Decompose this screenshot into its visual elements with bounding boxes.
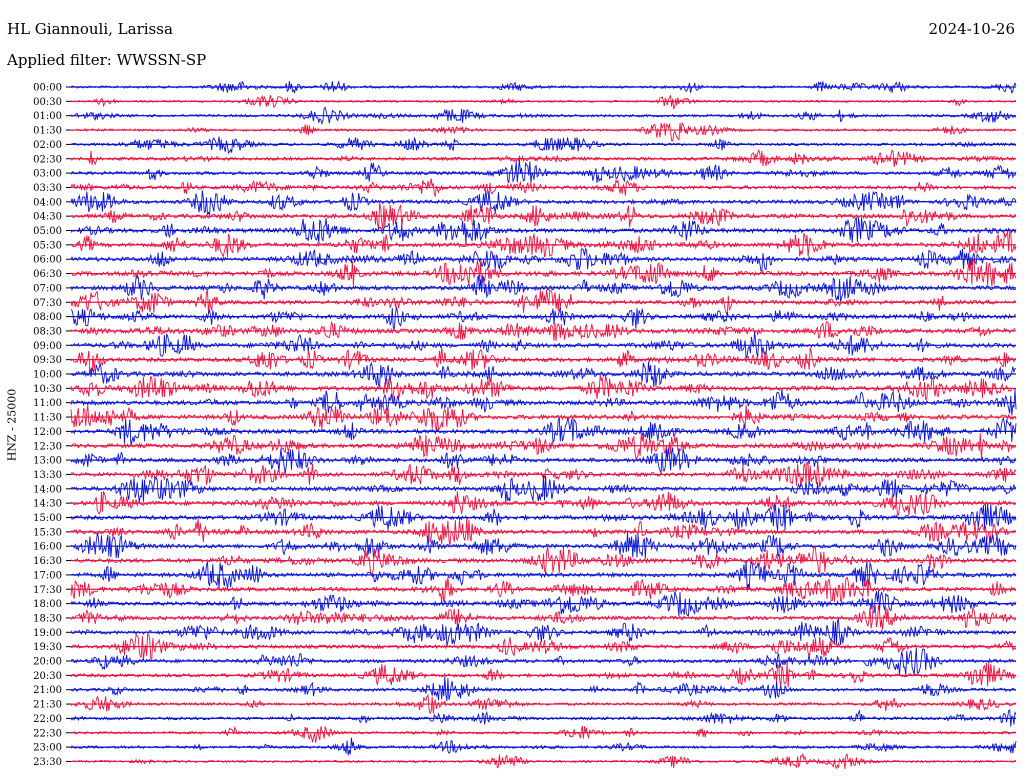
row-time-label: 00:00 <box>33 83 62 94</box>
row-time-label: 13:30 <box>33 470 62 481</box>
seismic-trace <box>70 590 1017 617</box>
seismic-trace <box>70 662 1017 688</box>
seismic-trace <box>70 190 1017 217</box>
seismic-trace <box>70 461 1017 488</box>
seismic-trace <box>70 725 1017 743</box>
seismic-trace <box>70 247 1017 272</box>
seismic-trace <box>70 432 1017 459</box>
row-time-label: 01:30 <box>33 126 62 137</box>
row-time-label: 20:00 <box>33 657 62 668</box>
row-time-label: 00:30 <box>33 97 62 108</box>
row-time-label: 07:00 <box>33 283 62 294</box>
row-time-label: 14:30 <box>33 499 62 510</box>
row-time-label: 22:00 <box>33 714 62 725</box>
seismic-trace <box>70 737 1017 756</box>
row-time-label: 08:00 <box>33 312 62 323</box>
seismic-trace <box>70 331 1017 359</box>
station-title: HL Giannouli, Larissa <box>7 20 173 38</box>
row-time-label: 03:30 <box>33 183 62 194</box>
row-time-label: 13:00 <box>33 456 62 467</box>
row-time-label: 17:00 <box>33 570 62 581</box>
row-time-label: 09:30 <box>33 355 62 366</box>
row-time-label: 05:00 <box>33 226 62 237</box>
row-time-label: 17:30 <box>33 585 62 596</box>
seismic-trace <box>70 258 1017 287</box>
row-time-label: 06:30 <box>33 269 62 280</box>
seismic-trace <box>70 121 1017 142</box>
filter-label: Applied filter: WWSSN-SP <box>7 51 207 69</box>
row-time-label: 10:30 <box>33 384 62 395</box>
row-time-label: 02:30 <box>33 154 62 165</box>
row-time-label: 15:30 <box>33 527 62 538</box>
seismic-trace <box>70 417 1017 446</box>
row-time-label: 20:30 <box>33 671 62 682</box>
seismic-trace <box>70 306 1016 329</box>
row-time-label: 01:00 <box>33 111 62 122</box>
row-time-label: 05:30 <box>33 240 62 251</box>
seismic-trace <box>70 676 1017 701</box>
row-time-label: 09:00 <box>33 341 62 352</box>
row-time-label: 06:00 <box>33 255 62 266</box>
row-time-label: 23:30 <box>33 757 62 768</box>
row-time-label: 12:30 <box>33 441 62 452</box>
seismic-trace <box>70 217 1017 244</box>
row-time-label: 07:30 <box>33 298 62 309</box>
row-time-label: 18:30 <box>33 613 62 624</box>
row-time-label: 21:00 <box>33 685 62 696</box>
seismic-trace <box>70 374 1017 401</box>
seismic-trace <box>70 545 1017 576</box>
row-time-label: 21:30 <box>33 700 62 711</box>
seismic-trace <box>70 491 1017 516</box>
row-time-label: 04:30 <box>33 212 62 223</box>
seismic-trace <box>70 94 1017 110</box>
seismic-trace <box>70 346 1017 373</box>
row-time-label: 04:00 <box>33 197 62 208</box>
row-time-label: 19:00 <box>33 628 62 639</box>
row-time-label: 16:30 <box>33 556 62 567</box>
row-time-label: 15:00 <box>33 513 62 524</box>
row-time-label: 12:00 <box>33 427 62 438</box>
row-time-label: 16:00 <box>33 542 62 553</box>
row-time-label: 23:00 <box>33 743 62 754</box>
seismic-trace <box>70 136 1017 154</box>
seismic-trace <box>70 502 1017 531</box>
seismic-trace <box>70 273 1017 302</box>
date-label: 2024-10-26 <box>928 20 1015 38</box>
row-time-label: 02:00 <box>33 140 62 151</box>
row-time-label: 11:00 <box>33 398 62 409</box>
row-time-label: 19:30 <box>33 642 62 653</box>
row-time-label: 18:00 <box>33 599 62 610</box>
row-time-label: 14:00 <box>33 484 62 495</box>
row-time-label: 03:00 <box>33 169 62 180</box>
row-time-label: 22:30 <box>33 728 62 739</box>
row-time-label: 08:30 <box>33 326 62 337</box>
seismic-trace <box>70 320 1017 341</box>
seismic-trace <box>70 518 1016 546</box>
row-time-label: 10:00 <box>33 370 62 381</box>
row-time-label: 11:30 <box>33 413 62 424</box>
seismic-trace <box>70 230 1017 258</box>
